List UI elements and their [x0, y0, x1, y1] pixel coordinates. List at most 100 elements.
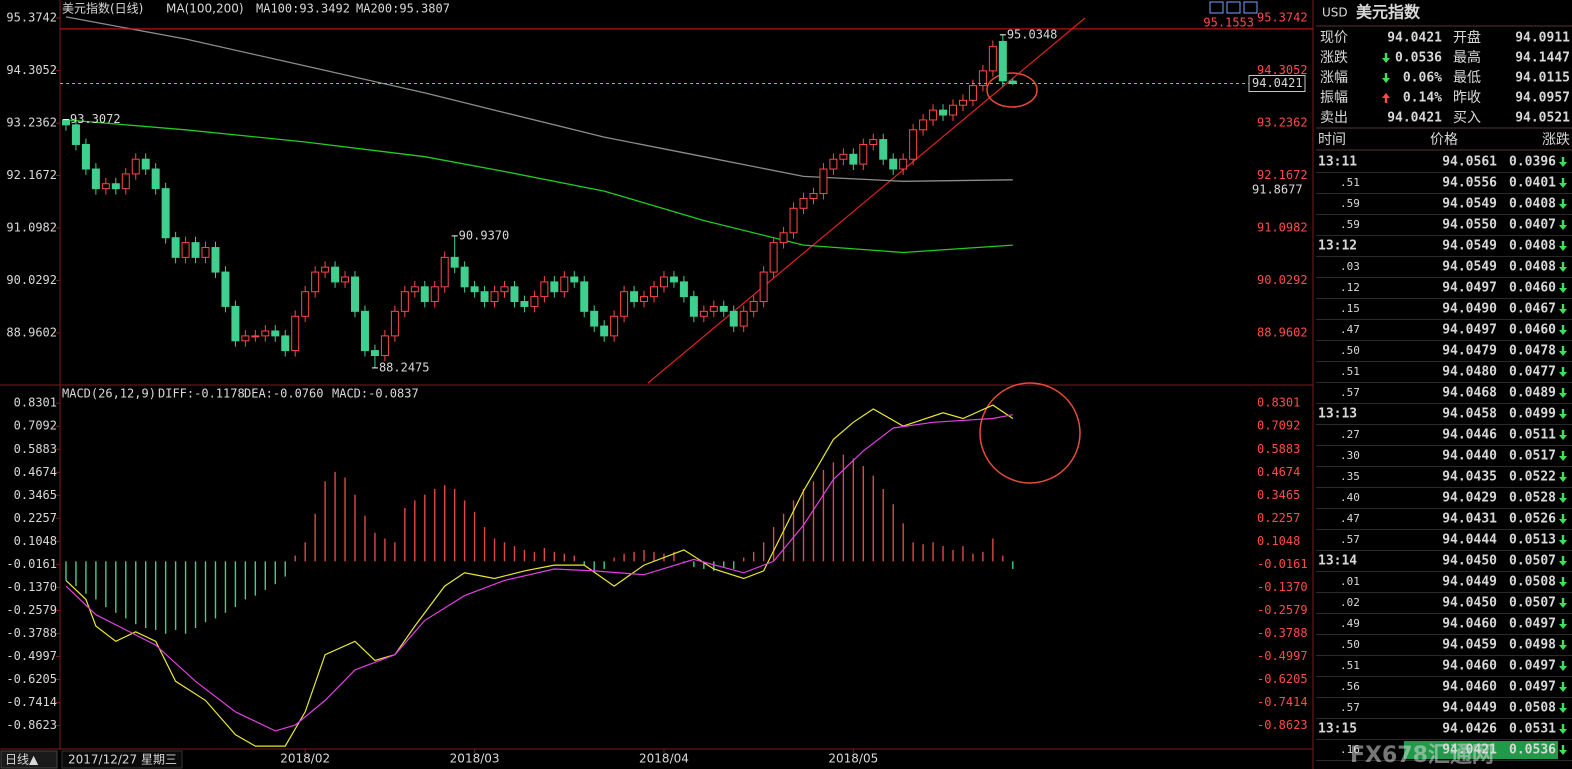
y-tick-label: 91.0982 [6, 220, 57, 234]
candle-body [839, 153, 848, 160]
y-tick-label: 94.3052 [6, 63, 57, 77]
trend-arrow [1559, 619, 1567, 629]
candle-body [799, 197, 808, 209]
tick-price: 94.0550 [1442, 218, 1497, 233]
candle-body [301, 291, 310, 317]
tick-change: 0.0499 [1509, 407, 1556, 422]
tick-price: 94.0460 [1442, 680, 1497, 695]
indicator-name: MA(100,200) [166, 2, 244, 16]
quote-value: 0.0536 [1395, 51, 1442, 66]
trend-arrow [1559, 640, 1567, 650]
tick-time: .27 [1340, 428, 1360, 441]
candle-body [560, 276, 569, 293]
candle-body [809, 193, 818, 199]
tick-price: 94.0450 [1442, 554, 1497, 569]
candle-body [929, 109, 938, 121]
tick-time: .57 [1340, 701, 1360, 714]
tool-button[interactable] [1226, 1, 1241, 14]
column-header: 涨跌 [1542, 132, 1570, 148]
quote-label: 现价 [1320, 30, 1348, 46]
candle-body [91, 168, 100, 190]
tick-change: 0.0513 [1509, 533, 1556, 548]
trend-arrow [1559, 178, 1567, 188]
candle-body [291, 315, 300, 352]
trend-arrow [1559, 304, 1567, 314]
trend-arrow [1559, 199, 1567, 209]
tick-price: 94.0460 [1442, 617, 1497, 632]
candle-body [650, 286, 659, 298]
trend-arrow [1559, 703, 1567, 713]
tick-time: .47 [1340, 512, 1360, 525]
candle-body [490, 291, 499, 303]
quote-symbol: USD [1322, 6, 1348, 20]
quote-value: 94.0521 [1515, 111, 1570, 126]
tick-time: .15 [1340, 302, 1360, 315]
quote-name: 美元指数 [1356, 3, 1421, 22]
tick-time: .03 [1340, 260, 1360, 273]
tick-price: 94.0556 [1442, 176, 1497, 191]
tick-time: .51 [1340, 365, 1360, 378]
tick-time: .57 [1340, 386, 1360, 399]
candle-body [899, 158, 908, 170]
tick-change: 0.0477 [1509, 365, 1556, 380]
quote-label: 最低 [1453, 70, 1481, 86]
x-tick-label: 2018/03 [450, 752, 500, 766]
tool-button[interactable] [1209, 1, 1224, 14]
candle-body [231, 305, 240, 342]
candle-body [948, 104, 957, 116]
y-tick-label-right: 90.0292 [1257, 273, 1308, 287]
y-tick-label: -0.2579 [6, 603, 57, 617]
candle-body [380, 335, 389, 357]
y-tick-label: 0.2257 [14, 511, 57, 525]
y-tick-label-right: 0.1048 [1257, 534, 1300, 548]
quote-label: 振幅 [1320, 90, 1348, 106]
candle-body [779, 232, 788, 244]
trend-arrow [1559, 262, 1567, 272]
legend-dea: DEA:-0.0760 [244, 387, 323, 401]
candle-body [450, 256, 459, 268]
tick-price: 94.0421 [1442, 743, 1497, 758]
candle-body [360, 310, 369, 352]
highlight-circle [986, 72, 1038, 108]
tick-price: 94.0444 [1442, 533, 1497, 548]
y-tick-label-right: 93.2362 [1257, 116, 1308, 130]
tick-price: 94.0480 [1442, 365, 1497, 380]
tick-time: .40 [1340, 491, 1360, 504]
trend-arrow [1559, 556, 1567, 566]
candle-body [111, 183, 120, 190]
period-button[interactable]: 日线▲ [5, 753, 39, 767]
extreme-label: 93.3072 [70, 112, 121, 126]
period-button-box[interactable] [0, 750, 58, 769]
y-tick-label-right: 88.9602 [1257, 325, 1308, 339]
tool-button[interactable] [1243, 1, 1258, 14]
moving-average-line [65, 16, 1013, 182]
candle-body [679, 281, 688, 298]
tick-change: 0.0536 [1509, 743, 1556, 758]
candle-body [849, 153, 858, 165]
tick-time: .57 [1340, 533, 1360, 546]
y-tick-label: 88.9602 [6, 325, 57, 339]
tick-time: .49 [1340, 617, 1360, 630]
y-tick-label-right: 95.3742 [1257, 11, 1308, 25]
candle-body [669, 276, 678, 283]
tick-change: 0.0517 [1509, 449, 1556, 464]
tick-change: 0.0497 [1509, 659, 1556, 674]
y-tick-label: 0.7092 [14, 419, 57, 433]
tick-price: 94.0440 [1442, 449, 1497, 464]
candle-body [261, 330, 270, 337]
trend-arrow [1559, 220, 1567, 230]
candle-body [460, 266, 469, 288]
trend-arrow [1559, 283, 1567, 293]
tick-change: 0.0408 [1509, 260, 1556, 275]
candle-body [171, 237, 180, 258]
trend-arrow [1559, 724, 1567, 734]
tick-price: 94.0490 [1442, 302, 1497, 317]
legend-diff: DIFF:-0.1178 [158, 387, 245, 401]
candle-body [161, 188, 170, 239]
y-tick-label-right: -0.2579 [1257, 603, 1308, 617]
extreme-label: 90.9370 [459, 228, 510, 242]
candle-body [81, 143, 90, 170]
trend-arrow [1559, 661, 1567, 671]
tick-time: 13:14 [1318, 554, 1357, 569]
